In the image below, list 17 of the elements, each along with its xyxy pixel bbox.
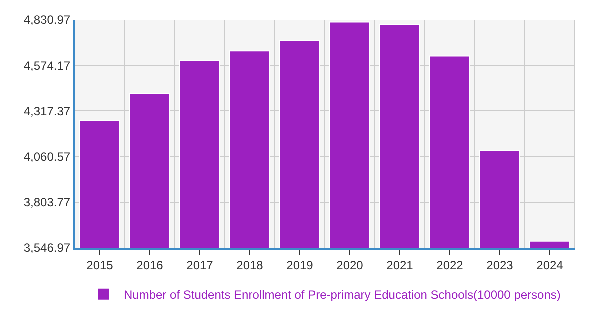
y-tick-label: 3,546.97	[24, 241, 71, 256]
legend-label: Number of Students Enrollment of Pre-primary Education Schools(10000 persons)	[124, 288, 561, 302]
x-tick-label: 2020	[336, 258, 364, 272]
x-tick-label: 2021	[386, 258, 414, 272]
y-tick-label: 4,830.97	[24, 13, 71, 28]
x-tick-label: 2023	[486, 258, 514, 272]
x-tick-label: 2022	[436, 258, 464, 272]
y-tick-label: 3,803.77	[24, 196, 71, 210]
x-tick-label: 2016	[136, 258, 164, 272]
y-tick-label: 4,574.17	[24, 58, 71, 73]
x-tick-label: 2018	[236, 258, 264, 272]
x-tick-label: 2019	[286, 258, 314, 272]
y-tick-label: 4,317.37	[24, 104, 71, 118]
x-tick-label: 2024	[536, 258, 564, 272]
x-tick-label: 2015	[86, 258, 114, 272]
y-tick-label: 4,060.57	[24, 150, 71, 164]
x-tick-label: 2017	[186, 258, 214, 272]
